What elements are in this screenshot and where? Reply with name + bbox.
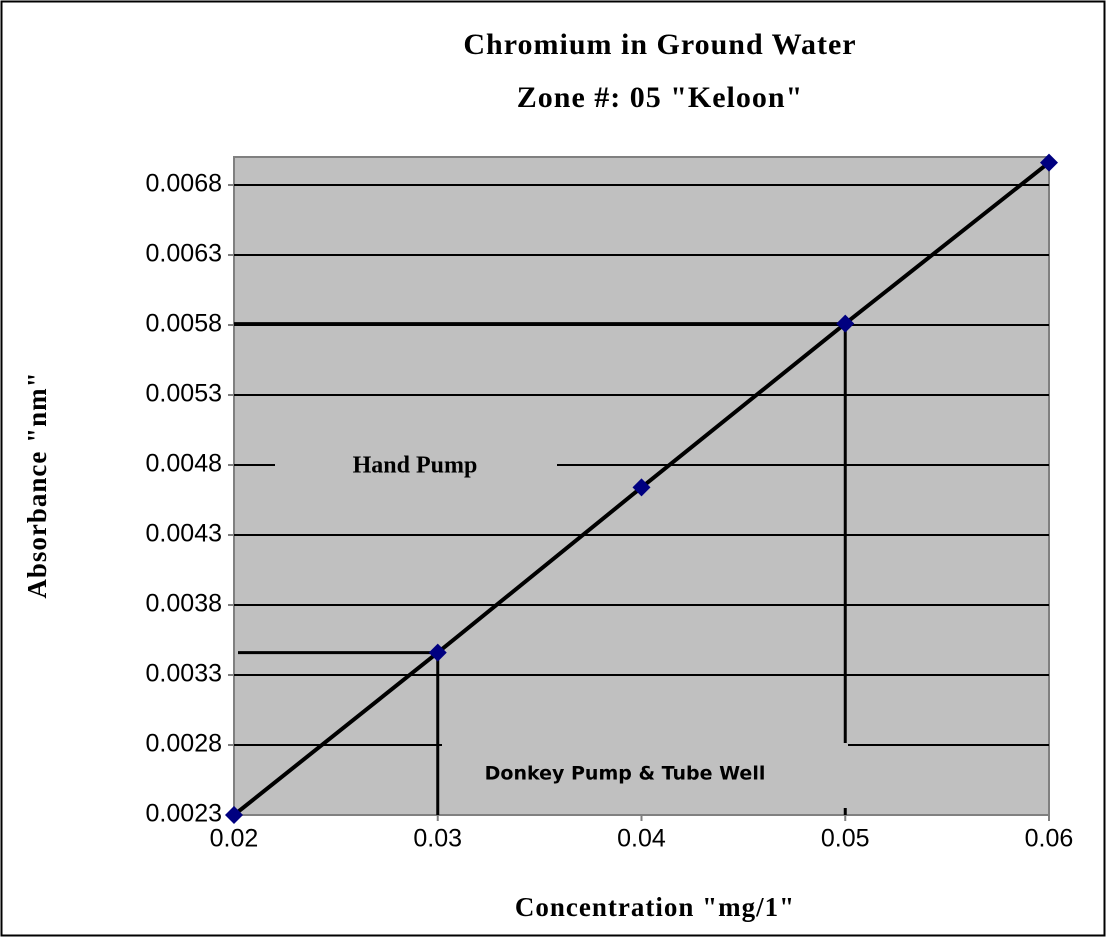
y-tick-label: 0.0068	[146, 170, 222, 198]
marker	[428, 643, 447, 662]
y-tick-label: 0.0023	[146, 800, 222, 828]
y-axis-title: Absorbance "nm"	[22, 371, 52, 598]
x-tick-label: 0.03	[413, 825, 462, 853]
x-tick-label: 0.05	[821, 825, 870, 853]
y-tick-label: 0.0038	[146, 590, 222, 618]
y-tick-label: 0.0048	[146, 450, 222, 478]
y-tick-label: 0.0028	[146, 730, 222, 758]
marker	[836, 314, 855, 333]
y-tick-label: 0.0033	[146, 660, 222, 688]
y-tick-label: 0.0063	[146, 240, 222, 268]
chart-title: Chromium in Ground Water	[463, 28, 856, 61]
annotation: Donkey Pump & Tube Well	[485, 763, 766, 785]
marker	[1040, 153, 1058, 172]
annotation-backing	[442, 743, 848, 808]
chart-subtitle: Zone #: 05 "Keloon"	[517, 81, 803, 114]
x-tick-label: 0.02	[210, 825, 259, 853]
x-tick-label: 0.06	[1025, 825, 1074, 853]
marker	[225, 806, 243, 824]
x-axis-title: Concentration "mg/1"	[515, 892, 795, 922]
x-tick-label: 0.04	[617, 825, 666, 853]
annotation: Hand Pump	[353, 453, 478, 479]
y-tick-label: 0.0058	[146, 310, 222, 338]
y-tick-label: 0.0053	[146, 380, 222, 408]
y-tick-label: 0.0043	[146, 520, 222, 548]
annotation-backing	[275, 450, 557, 484]
marker	[632, 478, 651, 497]
